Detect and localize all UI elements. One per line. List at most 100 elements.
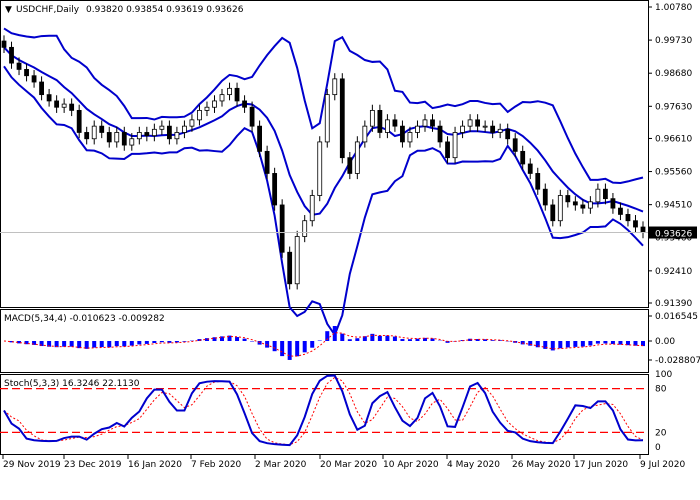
x-tick-label: 20 Mar 2020: [320, 460, 377, 470]
candle-body: [227, 87, 232, 96]
candle-body: [16, 62, 22, 70]
candle-body: [264, 150, 270, 174]
candle-body: [339, 78, 345, 159]
macd-tick-label: 0.00: [655, 337, 675, 347]
bollinger-upper: [3, 27, 644, 184]
macd-bar: [302, 341, 307, 353]
candle-body: [166, 125, 172, 140]
y-tick-label: 0.94510: [655, 201, 692, 211]
candle-body: [610, 198, 616, 209]
stoch-tick-label: 20: [655, 428, 667, 438]
candle-body: [497, 128, 503, 133]
x-tick-label: 10 Apr 2020: [383, 460, 439, 470]
macd-bar: [618, 341, 623, 345]
x-tick-label: 2 Mar 2020: [255, 460, 307, 470]
stoch-tick-label: 0: [655, 443, 661, 453]
candle-body: [317, 141, 323, 196]
macd-bar: [347, 339, 352, 341]
macd-bar: [325, 331, 330, 341]
current-price-badge: [649, 226, 697, 239]
y-tick-label: 0.98680: [655, 69, 692, 79]
macd-bar: [603, 341, 608, 344]
x-tick-label: 9 Jul 2020: [640, 460, 685, 470]
candle-body: [197, 109, 202, 121]
macd-bar: [159, 341, 164, 343]
macd-bar: [595, 341, 600, 344]
candle-body: [550, 204, 556, 222]
ohlc-readout: 0.93820 0.93854 0.93619 0.93626: [86, 5, 244, 15]
candle-body: [362, 125, 368, 143]
x-tick-label: 16 Jan 2020: [128, 460, 182, 470]
candle-body: [475, 119, 481, 127]
candle-body: [121, 132, 127, 146]
candle-body: [625, 214, 631, 222]
candle-body: [287, 251, 293, 285]
stoch-tick-label: 100: [655, 370, 672, 380]
bollinger-middle: [3, 46, 644, 216]
candle-body: [182, 125, 187, 133]
candle-body: [114, 132, 120, 143]
macd-bar: [430, 338, 435, 341]
macd-bar: [332, 326, 337, 341]
macd-bar: [490, 340, 495, 341]
x-tick-label: 26 May 2020: [512, 460, 571, 470]
candle-body: [249, 106, 255, 127]
candle-body: [505, 128, 511, 140]
macd-bar: [588, 341, 593, 346]
macd-bar: [174, 341, 179, 343]
macd-bar: [227, 335, 232, 341]
candle-body: [415, 125, 420, 133]
macd-bar: [528, 341, 533, 346]
macd-bar: [129, 341, 134, 346]
candle-body: [542, 188, 548, 206]
y-tick-label: 0.97630: [655, 102, 692, 112]
macd-bar: [182, 341, 187, 342]
macd-bar: [400, 339, 405, 341]
candle-body: [1, 40, 7, 48]
macd-bar: [445, 341, 450, 343]
macd-bar: [543, 341, 548, 349]
macd-bar: [392, 336, 397, 341]
candle-body: [400, 125, 405, 143]
candle-body: [377, 109, 383, 133]
candle-body: [430, 119, 435, 127]
candle-body: [392, 119, 398, 127]
main-panel-border: [0, 0, 649, 308]
y-tick-label: 0.93460: [655, 234, 692, 244]
macd-bar: [24, 341, 29, 345]
candle-body: [557, 195, 563, 222]
candle-body: [219, 94, 225, 102]
macd-bar: [54, 341, 59, 348]
macd-bar: [272, 341, 277, 352]
candle-body: [76, 109, 82, 133]
candle-body: [460, 125, 465, 133]
triangle-down-icon[interactable]: ▼: [5, 5, 12, 15]
candle-body: [603, 188, 608, 200]
macd-bar: [415, 338, 420, 341]
candle-body: [212, 100, 217, 108]
stoch-signal-line: [3, 376, 644, 446]
main-title: USDCHF,Daily: [16, 5, 80, 15]
macd-bar: [220, 336, 225, 341]
candle-body: [618, 207, 623, 215]
macd-bar: [407, 339, 412, 341]
y-tick-label: 0.99730: [655, 36, 692, 46]
candle-body: [31, 75, 37, 83]
macd-bar: [641, 341, 645, 347]
macd-bar: [340, 333, 345, 341]
macd-title: MACD(5,34,4) -0.010623 -0.009282: [4, 314, 165, 324]
macd-bar: [204, 338, 209, 341]
candle-body: [39, 81, 44, 96]
x-tick-label: 29 Nov 2019: [3, 460, 61, 470]
macd-bar: [242, 338, 247, 341]
macd-bar: [144, 341, 149, 344]
candle-body: [520, 150, 526, 165]
bollinger-lower: [3, 65, 644, 338]
macd-bar: [633, 341, 638, 346]
candle-body: [535, 173, 541, 190]
candle-body: [204, 106, 210, 111]
y-tick-label: 0.96610: [655, 134, 692, 144]
macd-bar: [212, 337, 217, 341]
candle-body: [106, 132, 112, 143]
